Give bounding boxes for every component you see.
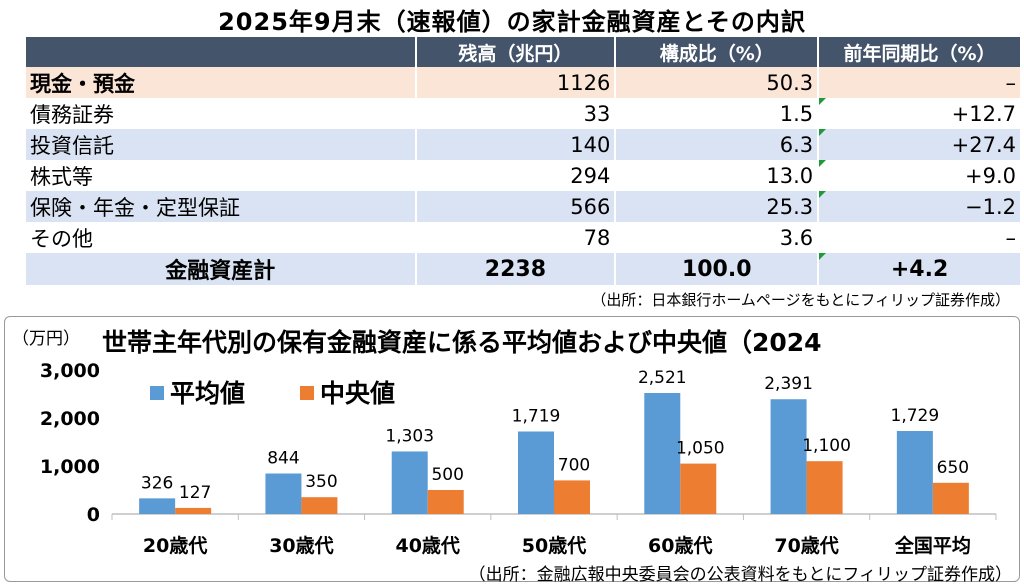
bar-average bbox=[265, 473, 302, 514]
data-label-average: 326 bbox=[141, 473, 173, 493]
bar-average bbox=[139, 498, 176, 514]
table-header-cell: 構成比（%） bbox=[615, 37, 820, 67]
y-tick-label: 3,000 bbox=[40, 360, 100, 382]
table-title: 2025年9月末（速報値）の家計金融資産とその内訳 bbox=[218, 8, 806, 36]
legend-label-average: 平均値 bbox=[170, 379, 245, 408]
legend-label-median: 中央値 bbox=[320, 379, 395, 408]
row-label: 債務証券 bbox=[26, 98, 417, 129]
total-label: 金融資産計 bbox=[26, 253, 417, 285]
bar-median bbox=[427, 490, 464, 514]
row-label: その他 bbox=[26, 222, 417, 253]
table-header-row: 残高（兆円） 構成比（%） 前年同期比（%） bbox=[26, 37, 1022, 67]
bar-median bbox=[301, 497, 338, 514]
y-tick-label: 0 bbox=[87, 504, 100, 526]
assets-table: 残高（兆円） 構成比（%） 前年同期比（%） 現金・預金 1126 50.3 –… bbox=[26, 37, 1022, 285]
data-label-median: 700 bbox=[558, 455, 590, 475]
table-source: （出所：日本銀行ホームページをもとにフィリップ証券作成） bbox=[591, 291, 1010, 309]
share-cell: 3.6 bbox=[615, 222, 820, 253]
yoy-cell: +9.0 bbox=[818, 160, 1022, 191]
bar-median bbox=[554, 480, 590, 514]
table-row: 保険・年金・定型保証 566 25.3 −1.2 bbox=[26, 191, 1022, 222]
bar-average bbox=[391, 451, 428, 514]
bar-average bbox=[518, 431, 554, 514]
data-label-median: 1,050 bbox=[676, 439, 725, 459]
x-tick-label: 40歳代 bbox=[395, 535, 459, 557]
total-share: 100.0 bbox=[615, 253, 820, 285]
table-header-cell bbox=[26, 37, 417, 67]
bar-chart: （万円） 世帯主年代別の保有金融資産に係る平均値および中央値（2024 0 1,000… bbox=[12, 328, 1012, 585]
total-balance: 2238 bbox=[415, 253, 617, 285]
legend-swatch-average bbox=[150, 386, 164, 400]
table-row: 株式等 294 13.0 +9.0 bbox=[26, 160, 1022, 191]
x-tick-label: 20歳代 bbox=[143, 535, 207, 557]
balance-cell: 294 bbox=[415, 160, 617, 191]
row-label: 投資信託 bbox=[26, 129, 417, 160]
share-cell: 50.3 bbox=[615, 67, 820, 98]
y-tick-label: 1,000 bbox=[40, 456, 100, 478]
data-label-median: 350 bbox=[305, 472, 337, 492]
yoy-cell: +12.7 bbox=[818, 98, 1022, 129]
row-label: 株式等 bbox=[26, 160, 417, 191]
table-row: 現金・預金 1126 50.3 – bbox=[26, 67, 1022, 98]
balance-cell: 78 bbox=[415, 222, 617, 253]
share-cell: 1.5 bbox=[615, 98, 820, 129]
table-header-cell: 前年同期比（%） bbox=[818, 37, 1022, 67]
table-row: その他 78 3.6 – bbox=[26, 222, 1022, 253]
x-tick-label: 全国平均 bbox=[894, 534, 971, 557]
data-label-median: 650 bbox=[937, 458, 969, 478]
share-cell: 6.3 bbox=[615, 129, 820, 160]
x-tick-label: 50歳代 bbox=[522, 535, 586, 557]
data-label-median: 127 bbox=[179, 483, 211, 503]
bar-average bbox=[770, 399, 807, 514]
bar-average bbox=[644, 392, 681, 514]
bar-median bbox=[680, 463, 717, 514]
yoy-cell: −1.2 bbox=[818, 191, 1022, 222]
data-label-average: 844 bbox=[267, 448, 299, 468]
table-row: 債務証券 33 1.5 +12.7 bbox=[26, 98, 1022, 129]
chart-unit-label: （万円） bbox=[12, 329, 80, 349]
balance-cell: 566 bbox=[415, 191, 617, 222]
table-header-cell: 残高（兆円） bbox=[415, 37, 617, 67]
x-tick-label: 70歳代 bbox=[774, 535, 838, 557]
balance-cell: 140 bbox=[415, 129, 617, 160]
balance-cell: 1126 bbox=[415, 67, 617, 98]
row-label: 保険・年金・定型保証 bbox=[26, 191, 417, 222]
bar-median bbox=[175, 507, 212, 514]
yoy-cell: – bbox=[818, 222, 1022, 253]
yoy-cell: +27.4 bbox=[818, 129, 1022, 160]
bar-average bbox=[896, 431, 933, 514]
legend-swatch-median bbox=[300, 386, 314, 400]
balance-cell: 33 bbox=[415, 98, 617, 129]
bar-median bbox=[806, 461, 843, 514]
chart-source: （出所：金融広報中央委員会の公表資料をもとにフィリップ証券作成） bbox=[469, 565, 1012, 585]
x-tick-label: 60歳代 bbox=[648, 535, 712, 557]
data-label-average: 1,303 bbox=[385, 426, 434, 446]
yoy-cell: – bbox=[818, 67, 1022, 98]
data-label-average: 2,521 bbox=[638, 368, 687, 388]
table-total-row: 金融資産計 2238 100.0 +4.2 bbox=[26, 253, 1022, 285]
data-label-average: 1,729 bbox=[891, 406, 940, 426]
data-label-average: 2,391 bbox=[764, 374, 813, 394]
table-row: 投資信託 140 6.3 +27.4 bbox=[26, 129, 1022, 160]
share-cell: 25.3 bbox=[615, 191, 820, 222]
chart-frame bbox=[4, 316, 1020, 582]
row-label: 現金・預金 bbox=[26, 67, 417, 98]
chart-title: 世帯主年代別の保有金融資産に係る平均値および中央値（2024 bbox=[102, 328, 822, 357]
data-label-median: 500 bbox=[431, 465, 463, 485]
share-cell: 13.0 bbox=[615, 160, 820, 191]
x-tick-label: 30歳代 bbox=[269, 535, 333, 557]
data-label-average: 1,719 bbox=[512, 406, 561, 426]
y-tick-label: 2,000 bbox=[40, 408, 100, 430]
data-label-median: 1,100 bbox=[802, 436, 851, 456]
bar-median bbox=[932, 482, 969, 514]
total-yoy: +4.2 bbox=[818, 253, 1022, 285]
